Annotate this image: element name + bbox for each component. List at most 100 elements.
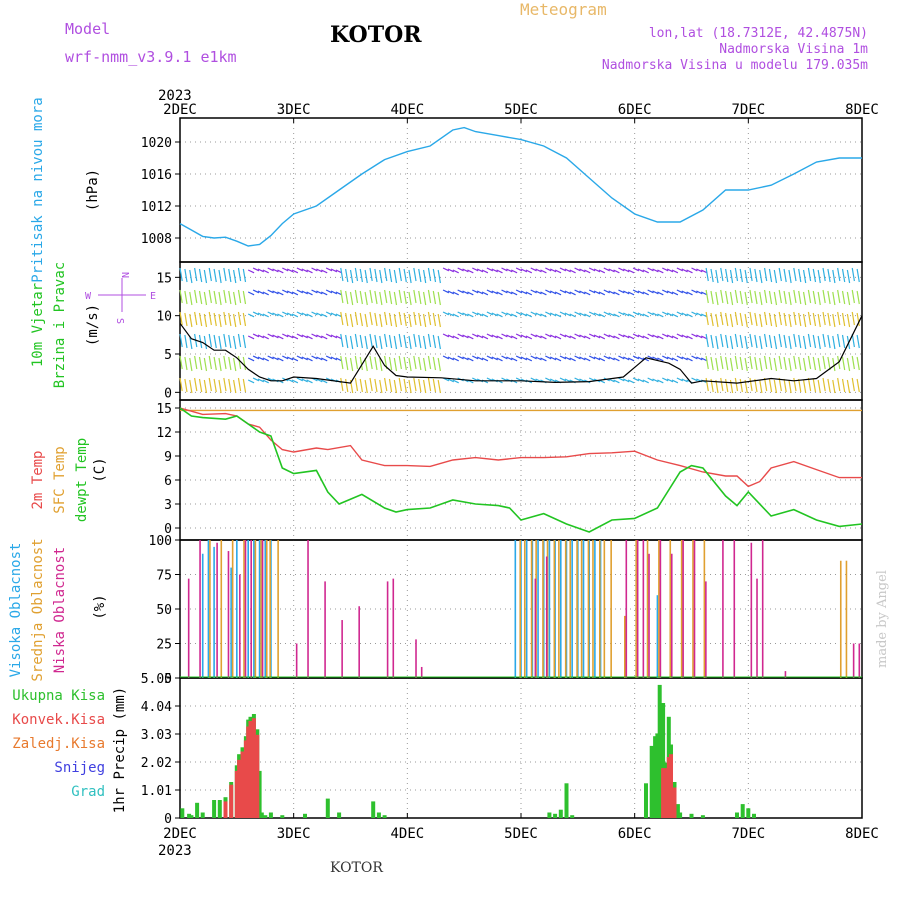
wind-barb xyxy=(822,377,826,392)
wind-barb xyxy=(306,335,313,340)
wind-barb xyxy=(447,378,455,383)
ylabel-temp-2m: 2m Temp xyxy=(30,450,46,509)
wind-barb xyxy=(232,313,237,328)
wind-barb xyxy=(442,333,450,338)
wind-barb xyxy=(291,357,299,362)
y-tick-label: 6 xyxy=(164,474,172,489)
wind-barb xyxy=(384,377,388,392)
wind-barb xyxy=(422,357,427,372)
wind-barb xyxy=(472,333,479,338)
y-tick-label: 5.05 xyxy=(141,672,172,687)
y-tick-label: 0 xyxy=(164,672,172,687)
y-tick-label: 15 xyxy=(156,271,172,286)
wind-barb xyxy=(837,289,841,304)
wind-barb xyxy=(686,291,693,296)
wind-barb xyxy=(778,289,782,304)
precip-bar xyxy=(376,812,381,818)
wind-barb xyxy=(569,269,576,274)
wind-barb xyxy=(418,378,422,393)
wind-barb xyxy=(768,268,773,283)
wind-barb xyxy=(671,357,679,362)
precip-bar xyxy=(246,726,251,818)
wind-barb xyxy=(647,333,654,338)
wind-barb xyxy=(666,290,674,295)
precip-bar xyxy=(263,815,268,818)
x-tick-label-bottom: 3DEC xyxy=(277,826,311,842)
wind-barb xyxy=(817,291,821,306)
wind-barb xyxy=(218,269,222,284)
wind-barb xyxy=(841,290,846,305)
ylabel-cloud-low: Niska Oblacnost xyxy=(52,547,68,673)
wind-barb xyxy=(447,290,455,295)
wind-barb xyxy=(359,268,363,283)
wind-barb xyxy=(462,290,469,295)
elevation-label: Nadmorska Visina 1m xyxy=(719,42,868,57)
wind-barb xyxy=(437,313,441,328)
wind-barb xyxy=(198,290,203,305)
precip-bar xyxy=(689,813,694,818)
wind-barb xyxy=(657,357,664,362)
wind-barb xyxy=(481,335,489,340)
wind-barb xyxy=(476,290,484,295)
wind-barb xyxy=(725,290,729,305)
wind-barb xyxy=(700,335,708,340)
wind-barb xyxy=(749,333,753,348)
precip-bar xyxy=(669,754,673,818)
wind-barb xyxy=(349,335,354,350)
wind-barb xyxy=(184,268,188,283)
wind-barb xyxy=(729,313,734,328)
wind-barb xyxy=(277,291,284,296)
wind-barb xyxy=(237,377,242,392)
y-tick-label: 0 xyxy=(164,386,172,401)
wind-barb xyxy=(228,312,232,327)
wind-barb xyxy=(584,269,591,274)
wind-barb xyxy=(657,291,664,296)
precip-bar xyxy=(223,801,228,818)
wind-barb xyxy=(763,333,768,348)
wind-barb xyxy=(506,290,513,295)
wind-barb xyxy=(637,268,645,273)
ylabel-cloud-mid: Srednja Oblacnost xyxy=(30,538,46,681)
wind-barb xyxy=(291,335,299,340)
wind-barb xyxy=(388,290,393,305)
wind-barb xyxy=(593,268,601,273)
wind-barb xyxy=(671,379,679,384)
wind-barb xyxy=(696,356,703,361)
wind-barb xyxy=(247,313,255,318)
wind-barb xyxy=(540,313,547,318)
wind-barb xyxy=(252,377,260,382)
wind-barb xyxy=(788,269,792,284)
wind-barb xyxy=(696,334,703,339)
wind-barb xyxy=(247,357,255,362)
wind-barb xyxy=(574,355,581,360)
wind-barb xyxy=(194,267,198,282)
wind-barb xyxy=(398,355,402,370)
wind-barb xyxy=(467,313,474,318)
wind-barb xyxy=(540,335,547,340)
wind-barb xyxy=(388,334,393,349)
wind-barb xyxy=(832,379,836,394)
wind-barb xyxy=(228,290,232,305)
wind-barb xyxy=(364,335,368,350)
wind-barb xyxy=(623,312,630,317)
wind-barb xyxy=(564,378,571,383)
wind-barb xyxy=(744,291,748,306)
wind-barb xyxy=(335,335,343,340)
precip-bar xyxy=(672,787,677,818)
wind-barb xyxy=(768,290,773,305)
wind-barb xyxy=(837,377,841,392)
wind-barb xyxy=(496,357,503,362)
wind-barb xyxy=(686,269,693,274)
wind-barb xyxy=(418,312,422,327)
wind-barb xyxy=(316,378,323,383)
wind-barb xyxy=(807,289,812,304)
wind-barb xyxy=(272,268,279,273)
wind-barb xyxy=(778,333,782,348)
wind-barb xyxy=(540,269,547,274)
wind-barb xyxy=(272,290,279,295)
wind-barb xyxy=(403,290,407,305)
wind-barb xyxy=(198,378,203,393)
wind-barb xyxy=(540,291,547,296)
wind-barb xyxy=(705,377,709,392)
wind-barb xyxy=(374,356,378,371)
